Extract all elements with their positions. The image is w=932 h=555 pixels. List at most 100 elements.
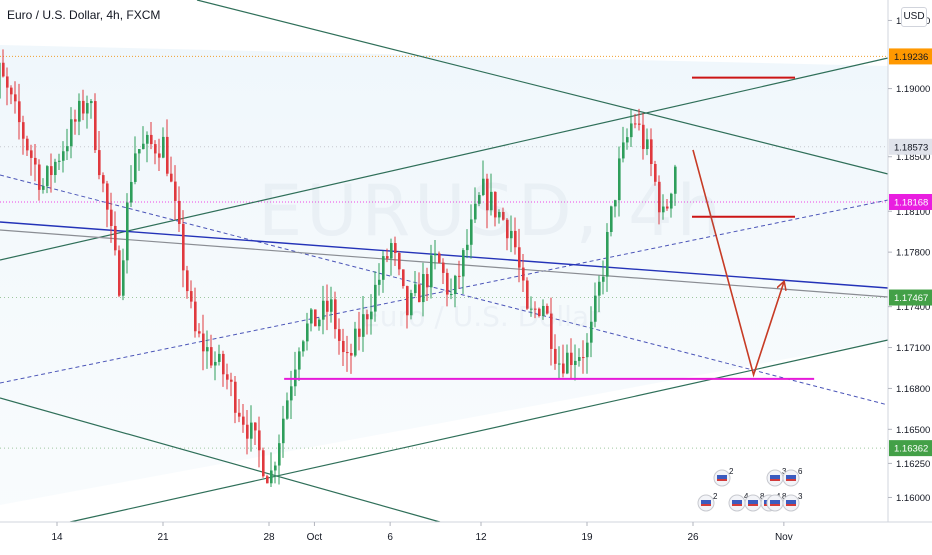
candle-body [386, 256, 389, 259]
candle-body [506, 219, 509, 239]
candle-body [170, 173, 173, 182]
candle-body [526, 280, 529, 309]
flag-icon [701, 504, 711, 506]
candle-body [290, 386, 293, 401]
flag-icon [717, 479, 727, 481]
candle-body [482, 178, 485, 196]
price-label-background [889, 48, 932, 65]
candle-body [554, 348, 557, 364]
currency-button[interactable]: USD [901, 7, 927, 27]
flag-icon [770, 504, 780, 506]
flag-icon [717, 475, 727, 481]
candle-body [614, 200, 617, 207]
channel-upper-line [196, 0, 889, 175]
flag-icon [786, 479, 796, 481]
time-axis-background [0, 522, 932, 550]
price-label: 1.18168 [894, 197, 928, 208]
flag-icon [786, 500, 796, 506]
candle-body [594, 295, 597, 322]
flag-icon [748, 500, 758, 506]
candle-body [186, 270, 189, 292]
candle-body [374, 284, 377, 312]
candle-body [522, 267, 525, 281]
candle-body [194, 301, 197, 332]
price-tick-label: 1.18100 [896, 207, 930, 218]
candle-body [586, 342, 589, 358]
event-count-label: 3 [782, 467, 787, 476]
candle-body [22, 122, 25, 139]
price-tick-label: 1.17400 [896, 302, 930, 313]
candle-body [434, 253, 437, 256]
candle-body [358, 328, 361, 337]
candle-body [378, 279, 381, 285]
candle-body [122, 260, 125, 296]
candle-body [446, 272, 449, 295]
time-tick-label: 14 [51, 532, 63, 543]
candle-body [146, 134, 149, 144]
time-tick-label: 6 [387, 532, 393, 543]
time-tick-label: 12 [475, 532, 487, 543]
price-tick-label: 1.16800 [896, 384, 930, 395]
candle-body [162, 136, 165, 158]
candle-body [514, 230, 517, 248]
candle-body [142, 143, 145, 150]
candle-body [602, 276, 605, 282]
price-label-background [889, 289, 932, 306]
candle-body [390, 243, 393, 259]
candle-body [50, 166, 53, 176]
candle-body [306, 323, 309, 342]
event-count-label: 2 [713, 492, 718, 501]
flag-icon [732, 500, 742, 506]
candle-body [2, 62, 5, 77]
candle-body [182, 223, 185, 271]
candle-body [98, 150, 101, 176]
event-count-label: 4 [744, 492, 749, 501]
candle-body [250, 422, 253, 439]
candle-body [34, 157, 37, 165]
candle-body [510, 230, 513, 239]
candle-body [630, 123, 633, 138]
candle-body [46, 166, 49, 187]
candle-body [622, 142, 625, 159]
candle-body [466, 244, 469, 251]
candle-body [258, 430, 261, 451]
price-tick-label: 1.16250 [896, 459, 930, 470]
candle-body [246, 424, 249, 439]
candle-body [618, 158, 621, 201]
candle-body [382, 256, 385, 280]
candle-body [210, 347, 213, 366]
candle-body [534, 308, 537, 310]
candle-body [110, 209, 113, 226]
candle-body [474, 203, 477, 220]
candle-body [450, 294, 453, 296]
price-tick-label: 1.19000 [896, 84, 930, 95]
candle-body [362, 314, 365, 337]
candle-body [410, 293, 413, 316]
candle-body [610, 206, 613, 232]
candle-body [254, 422, 257, 431]
projected-path-arrow [692, 149, 784, 378]
candle-body [354, 328, 357, 356]
candle-body [6, 76, 9, 88]
event-count-label: 8 [760, 492, 765, 501]
candle-body [82, 100, 85, 114]
event-count-label: 6 [798, 467, 803, 476]
candle-body [438, 253, 441, 263]
dashed-down-line [0, 174, 889, 406]
candle-body [70, 119, 73, 147]
time-tick-label: Nov [775, 532, 793, 543]
candle-body [54, 161, 57, 176]
candle-body [578, 357, 581, 361]
event-count-label: 8 [782, 492, 787, 501]
candle-body [430, 255, 433, 288]
candle-body [582, 357, 585, 359]
candle-body [150, 134, 153, 145]
candle-body [298, 351, 301, 370]
candle-body [14, 94, 17, 102]
candle-body [458, 275, 461, 277]
candle-body [634, 123, 637, 125]
price-tick-label: 1.18500 [896, 152, 930, 163]
flag-icon [748, 504, 758, 506]
